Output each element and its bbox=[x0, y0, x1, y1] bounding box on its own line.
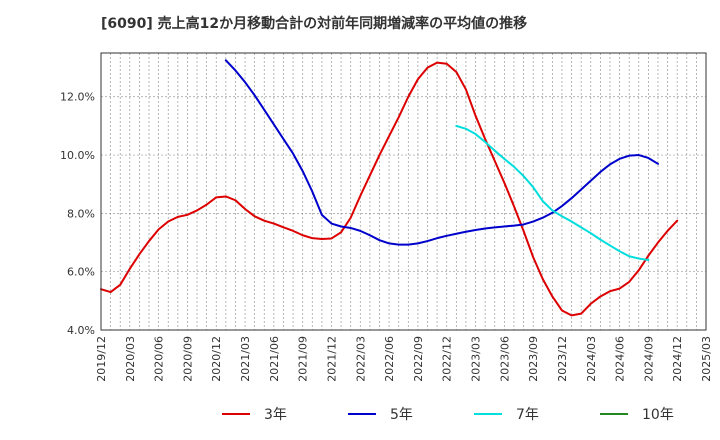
series-line-3年 bbox=[100, 61, 679, 317]
legend-label-5年: 5年 bbox=[390, 407, 413, 423]
x-tick-label: 2022/06 bbox=[383, 336, 396, 382]
x-tick-label: 2021/09 bbox=[297, 336, 310, 382]
x-tick-label: 2021/12 bbox=[325, 336, 338, 382]
x-tick-label: 2023/12 bbox=[556, 336, 569, 382]
x-tick-label: 2023/09 bbox=[527, 336, 540, 382]
y-tick-label: 10.0% bbox=[60, 149, 95, 162]
legend-layer: 3年 5年 7年 10年 bbox=[222, 407, 674, 423]
x-tick-label: 2020/06 bbox=[153, 336, 166, 382]
x-tick-label: 2024/03 bbox=[585, 336, 598, 382]
y-tick-label: 4.0% bbox=[67, 324, 95, 337]
x-tick-label: 2022/03 bbox=[354, 336, 367, 382]
plot-frame bbox=[100, 52, 707, 331]
x-tick-label: 2021/03 bbox=[239, 336, 252, 382]
y-tick-label: 6.0% bbox=[67, 266, 95, 279]
x-tick-label: 2020/12 bbox=[210, 336, 223, 382]
x-tick-label: 2021/06 bbox=[268, 336, 281, 382]
series-line-7年 bbox=[455, 124, 650, 262]
y-tick-label: 8.0% bbox=[67, 207, 95, 220]
x-tick-label: 2024/12 bbox=[671, 336, 684, 382]
x-tick-label: 2023/06 bbox=[498, 336, 511, 382]
x-tick-label: 2020/09 bbox=[181, 336, 194, 382]
axis-layer: 4.0% 6.0% 8.0% 10.0% 12.0% 2019/12 2020/03 2020… bbox=[60, 91, 713, 382]
legend-label-7年: 7年 bbox=[516, 407, 539, 423]
x-tick-label: 2024/06 bbox=[614, 336, 627, 382]
x-tick-label: 2025/03 bbox=[700, 336, 713, 382]
grid-layer bbox=[101, 53, 706, 331]
chart-title: [6090] 売上高12か月移動合計の対前年同期増減率の平均値の推移 bbox=[101, 16, 528, 32]
y-tick-label: 12.0% bbox=[60, 91, 95, 104]
x-tick-label: 2022/09 bbox=[412, 336, 425, 382]
series-line-5年 bbox=[224, 59, 659, 246]
x-tick-label: 2020/03 bbox=[124, 336, 137, 382]
x-tick-label: 2024/09 bbox=[642, 336, 655, 382]
legend-label-10年: 10年 bbox=[642, 407, 674, 423]
legend-label-3年: 3年 bbox=[264, 407, 287, 423]
x-tick-label: 2023/03 bbox=[470, 336, 483, 382]
x-tick-label: 2022/12 bbox=[441, 336, 454, 382]
series-layer bbox=[100, 59, 679, 317]
x-tick-label: 2019/12 bbox=[95, 336, 108, 382]
